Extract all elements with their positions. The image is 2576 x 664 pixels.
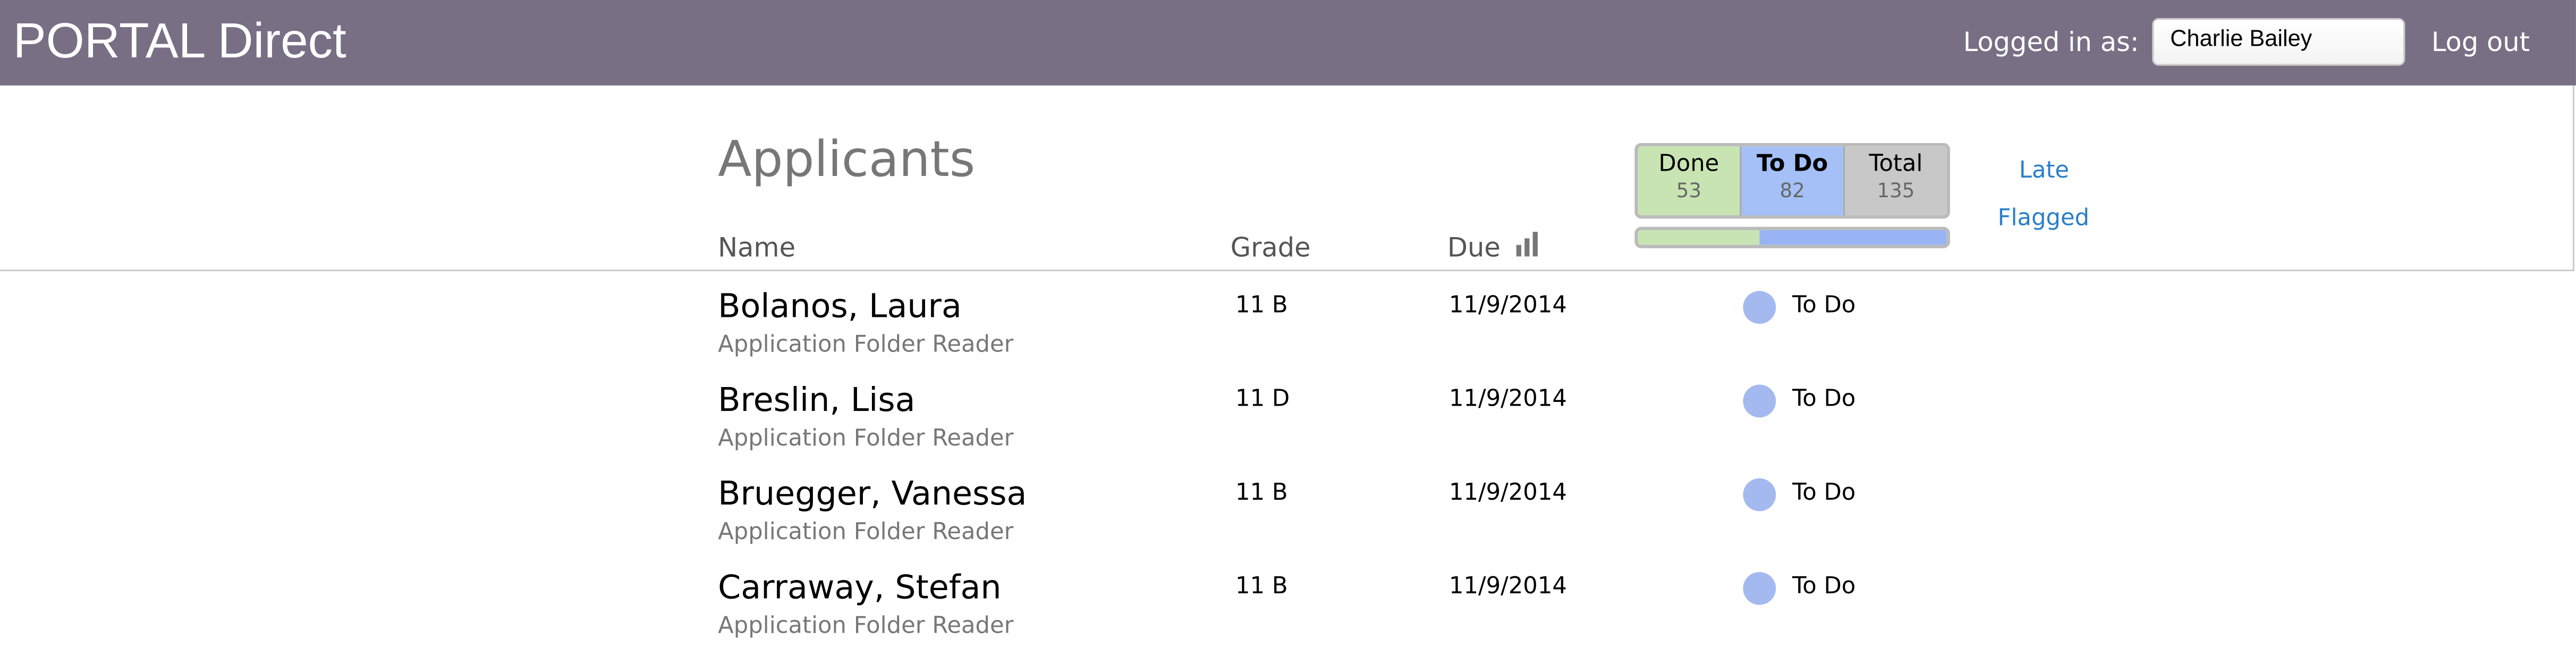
column-header-name[interactable]: Name <box>718 231 796 263</box>
column-header-grade[interactable]: Grade <box>1230 231 1311 263</box>
status-dot-icon <box>1743 384 1776 418</box>
applicant-due-date: 11/9/2014 <box>1448 386 1567 413</box>
page-title: Applicants <box>718 131 976 189</box>
list-header: Applicants Name Grade Due Done 53 To Do … <box>0 85 2574 272</box>
done-count: 53 <box>1676 179 1701 203</box>
applicant-grade: 11 D <box>1235 386 1290 413</box>
applicant-role: Application Folder Reader <box>718 613 1014 640</box>
status-badge: To Do <box>1792 574 1856 600</box>
user-select[interactable]: Charlie Bailey <box>2152 18 2405 66</box>
applicant-role: Application Folder Reader <box>718 425 1014 452</box>
table-row[interactable]: Carraway, Stefan Application Folder Reade… <box>0 567 2576 661</box>
progress-todo <box>1759 230 1947 245</box>
status-dot-icon <box>1743 571 1776 605</box>
column-header-due[interactable]: Due <box>1447 231 1501 263</box>
bar-chart-icon[interactable] <box>1515 231 1541 258</box>
app-title: PORTAL Direct <box>13 14 346 69</box>
applicant-due-date: 11/9/2014 <box>1448 292 1567 319</box>
total-count: 135 <box>1877 179 1915 203</box>
status-badge: To Do <box>1792 480 1856 507</box>
done-filter[interactable]: Done 53 <box>1638 146 1740 216</box>
applicant-role: Application Folder Reader <box>718 332 1014 359</box>
status-dot-icon <box>1743 291 1776 324</box>
done-label: Done <box>1658 151 1719 178</box>
table-row[interactable]: Bolanos, Laura Application Folder Reader 1… <box>0 286 2576 380</box>
todo-count: 82 <box>1780 179 1805 203</box>
applicant-grade: 11 B <box>1235 480 1288 507</box>
total-label: Total <box>1869 151 1923 178</box>
applicant-due-date: 11/9/2014 <box>1448 574 1567 600</box>
table-row[interactable]: Bruegger, Vanessa Application Folder Read… <box>0 473 2576 567</box>
flagged-filter-link[interactable]: Flagged <box>1997 205 2090 232</box>
todo-filter[interactable]: To Do 82 <box>1740 146 1845 216</box>
logout-link[interactable]: Log out <box>2431 26 2530 58</box>
status-summary: Done 53 To Do 82 Total 135 <box>1634 142 1950 219</box>
applicant-due-date: 11/9/2014 <box>1448 480 1567 507</box>
top-bar: PORTAL Direct Logged in as: Charlie Bail… <box>0 0 2576 86</box>
applicant-grade: 11 B <box>1235 292 1288 319</box>
progress-done <box>1638 230 1759 245</box>
status-badge: To Do <box>1792 386 1856 413</box>
applicant-name[interactable]: Breslin, Lisa <box>718 380 916 419</box>
table-row[interactable]: Breslin, Lisa Application Folder Reader 11… <box>0 380 2576 473</box>
status-badge: To Do <box>1792 292 1856 319</box>
applicant-grade: 11 B <box>1235 574 1288 600</box>
late-filter-link[interactable]: Late <box>2019 157 2070 184</box>
applicant-name[interactable]: Bruegger, Vanessa <box>718 473 1027 513</box>
status-dot-icon <box>1743 478 1776 511</box>
todo-label: To Do <box>1757 151 1828 178</box>
applicant-name[interactable]: Bolanos, Laura <box>718 285 962 326</box>
progress-bar <box>1634 226 1950 248</box>
total-filter[interactable]: Total 135 <box>1845 146 1947 216</box>
applicant-role: Application Folder Reader <box>718 519 1014 546</box>
logged-in-label: Logged in as: <box>1963 26 2139 58</box>
applicant-name[interactable]: Carraway, Stefan <box>718 567 1002 607</box>
